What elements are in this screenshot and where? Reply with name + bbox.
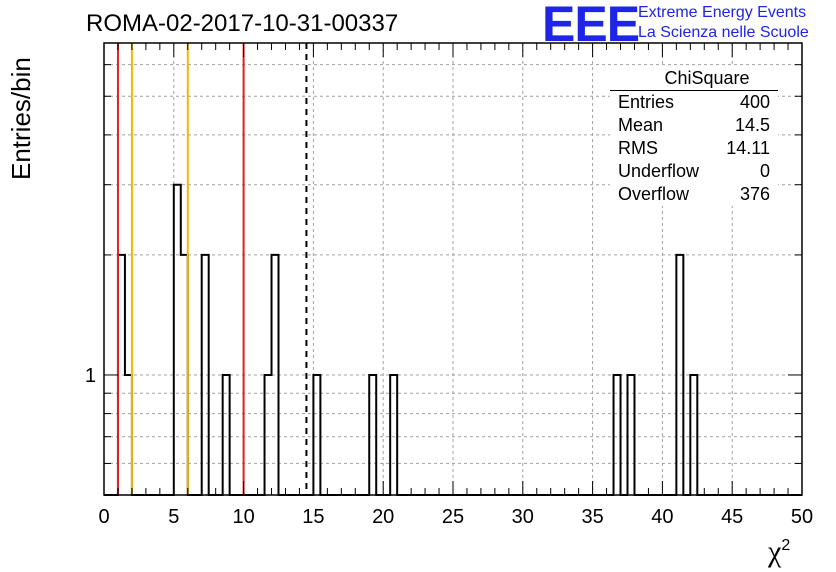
stats-row: Overflow 376 xyxy=(610,183,778,206)
y-tick-label: 1 xyxy=(85,365,96,387)
stats-value: 14.5 xyxy=(734,115,770,135)
x-tick-label: 40 xyxy=(651,506,673,528)
stats-value: 376 xyxy=(739,184,770,204)
stats-label: RMS xyxy=(618,138,658,158)
axis-ticks: 0 5 10 15 20 25 30 35 40 45 50 1 xyxy=(85,43,813,528)
stats-row: Mean 14.5 xyxy=(610,114,778,137)
stats-row: Underflow 0 xyxy=(610,160,778,183)
x-tick-label: 25 xyxy=(442,506,464,528)
stats-label: Entries xyxy=(618,92,675,112)
stats-label: Mean xyxy=(618,115,664,135)
x-tick-label: 0 xyxy=(98,506,109,528)
logo-caption-line2: La Scienza nelle Scuole xyxy=(638,24,809,41)
chart-title: ROMA-02-2017-10-31-00337 xyxy=(86,10,399,37)
grid-lines xyxy=(104,43,802,495)
stats-title: ChiSquare xyxy=(610,67,778,91)
x-tick-label: 30 xyxy=(512,506,534,528)
stats-row: Entries 400 xyxy=(610,91,778,114)
x-tick-label: 50 xyxy=(791,506,813,528)
x-tick-label: 10 xyxy=(232,506,254,528)
stats-label: Overflow xyxy=(618,184,690,204)
stats-box: ChiSquare Entries 400 Mean 14.5 RMS 14.11 U… xyxy=(610,67,778,206)
stats-value: 0 xyxy=(759,161,770,181)
x-axis-label-symbol: χ xyxy=(768,535,782,568)
x-axis-label: χ2 xyxy=(768,535,790,569)
stats-row: RMS 14.11 xyxy=(610,137,778,160)
x-tick-label: 5 xyxy=(168,506,179,528)
reference-lines xyxy=(116,43,308,495)
stats-label: Underflow xyxy=(618,161,700,181)
histogram-bin xyxy=(174,185,181,495)
stats-value: 400 xyxy=(739,92,770,112)
x-tick-label: 35 xyxy=(581,506,603,528)
logo-caption-line1: Extreme Energy Events xyxy=(638,4,807,21)
eee-logo: EEE xyxy=(542,0,640,52)
y-axis-label: Entries/bin xyxy=(6,57,37,180)
x-tick-label: 15 xyxy=(302,506,324,528)
x-tick-label: 45 xyxy=(721,506,743,528)
x-axis-label-exponent: 2 xyxy=(781,537,791,554)
stats-value: 14.11 xyxy=(726,138,770,158)
y-axis-label-text: Entries/bin xyxy=(6,57,36,180)
x-tick-label: 20 xyxy=(372,506,394,528)
